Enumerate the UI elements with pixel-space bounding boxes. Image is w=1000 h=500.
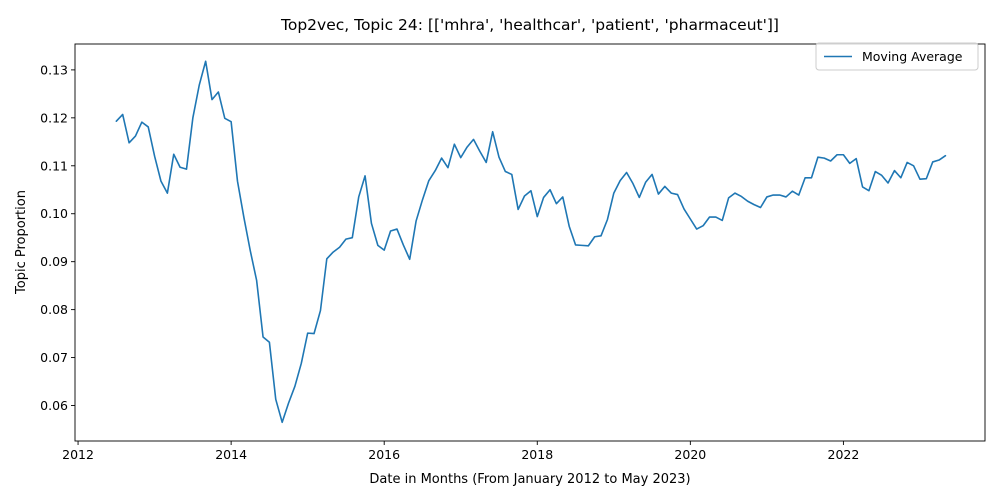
legend-box <box>815 42 979 71</box>
legend-label-0: Moving Average <box>862 49 963 64</box>
x-tick-label: 2020 <box>674 447 706 462</box>
x-tick-label: 2016 <box>368 447 400 462</box>
x-tick-label: 2018 <box>521 447 553 462</box>
y-tick-label: 0.08 <box>40 302 68 317</box>
y-tick-label: 0.07 <box>40 350 68 365</box>
x-tick-label: 2022 <box>828 447 860 462</box>
y-tick-label: 0.10 <box>40 206 68 221</box>
y-tick-label: 0.12 <box>40 110 68 125</box>
chart-title: Top2vec, Topic 24: [['mhra', 'healthcar'… <box>280 16 779 34</box>
y-tick-label: 0.09 <box>40 254 68 269</box>
axes-frame <box>74 43 986 442</box>
series-line-0 <box>115 60 947 424</box>
y-tick-label: 0.11 <box>40 158 68 173</box>
y-tick-label: 0.13 <box>40 62 68 77</box>
plot-area: 2012 2014 2016 2018 2020 2022 0.06 0.07 0.08 0.09… <box>40 43 986 462</box>
x-axis-label: Date in Months (From January 2012 to May… <box>369 472 690 487</box>
y-tick-label: 0.06 <box>40 398 68 413</box>
x-tick-label: 2014 <box>215 447 247 462</box>
legend: Moving Average <box>815 42 979 71</box>
y-axis-label: Topic Proportion <box>14 190 29 295</box>
x-tick-label: 2012 <box>62 447 94 462</box>
